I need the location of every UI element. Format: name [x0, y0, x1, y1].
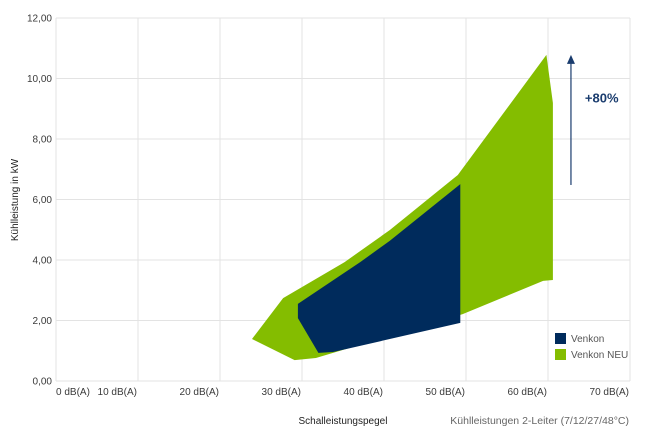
area-venkon-neu	[252, 54, 553, 361]
x-tick-label: 70 dB(A)	[590, 387, 629, 398]
area-venkon	[297, 184, 461, 353]
y-tick-label: 4,00	[33, 256, 53, 267]
x-tick-label: 20 dB(A)	[180, 387, 219, 398]
y-tick-label: 0,00	[33, 377, 53, 388]
legend-label-venkon: Venkon	[571, 334, 604, 345]
x-tick-label: 0 dB(A)	[56, 387, 90, 398]
legend-label-venkon-neu: Venkon NEU	[571, 350, 628, 361]
x-tick-label: 60 dB(A)	[508, 387, 547, 398]
x-tick-label: 30 dB(A)	[262, 387, 301, 398]
series-areas	[252, 54, 553, 361]
y-tick-label: 12,00	[27, 14, 52, 25]
legend: Venkon Venkon NEU	[555, 333, 628, 361]
legend-swatch-venkon	[555, 333, 566, 344]
y-axis-ticks: 0,00 2,00 4,00 6,00 8,00 10,00 12,00	[27, 14, 52, 388]
arrow-up-icon	[566, 54, 575, 64]
legend-swatch-venkon-neu	[555, 349, 566, 360]
x-tick-label: 10 dB(A)	[98, 387, 137, 398]
y-tick-label: 10,00	[27, 74, 52, 85]
y-tick-label: 6,00	[33, 195, 53, 206]
y-tick-label: 2,00	[33, 316, 53, 327]
annotations: +80%	[566, 54, 619, 185]
annotation-label: +80%	[585, 91, 619, 106]
x-tick-label: 50 dB(A)	[426, 387, 465, 398]
chart-subtitle: Kühlleistungen 2-Leiter (7/12/27/48°C)	[450, 415, 629, 427]
x-axis-title: Schalleistungspegel	[299, 416, 388, 427]
x-tick-label: 40 dB(A)	[344, 387, 383, 398]
y-axis-title: Kühlleistung in kW	[10, 158, 21, 241]
x-axis-ticks: 0 dB(A) 10 dB(A) 20 dB(A) 30 dB(A) 40 dB(A) 5…	[56, 387, 629, 398]
y-tick-label: 8,00	[33, 135, 53, 146]
